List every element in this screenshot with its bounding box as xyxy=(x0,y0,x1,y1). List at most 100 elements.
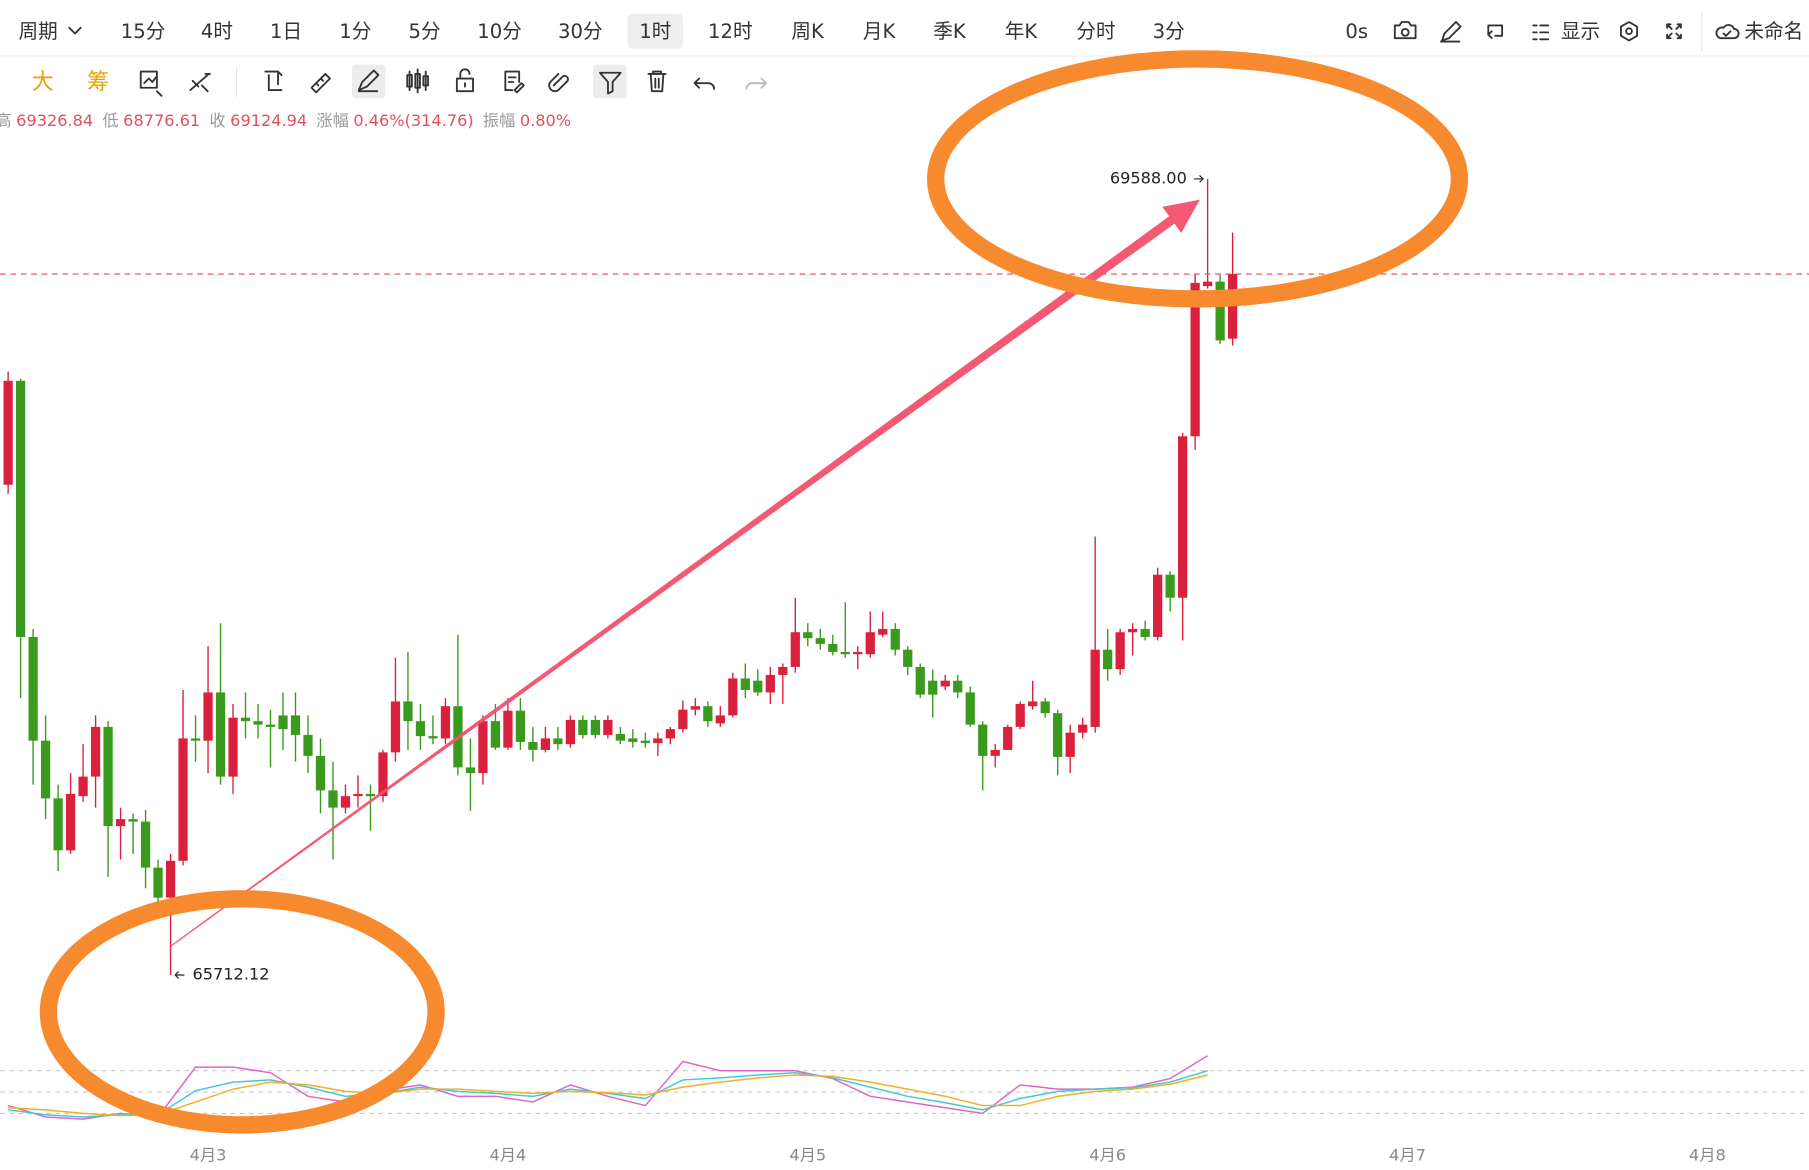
info-value: 69124.94 xyxy=(230,111,307,130)
tool-icon[interactable] xyxy=(504,70,525,94)
period-tab[interactable]: 周K xyxy=(791,20,825,43)
dropdown-chevron[interactable] xyxy=(68,26,82,35)
plot-area: 4月3 4月4 4月5 4月6 4月7 4月8 69588.00 65712.12 xyxy=(0,168,1809,1165)
period-tab[interactable]: 1日 xyxy=(270,20,302,43)
candle-body xyxy=(728,678,738,716)
delete-icon[interactable] xyxy=(647,70,667,93)
drawing-toolbar: 大筹 xyxy=(32,64,767,99)
candle-body xyxy=(315,755,326,791)
candle-body xyxy=(215,692,226,777)
candle-body xyxy=(640,740,650,744)
candle-body xyxy=(1203,281,1213,287)
candle-body xyxy=(478,721,488,774)
candle-body xyxy=(928,680,938,695)
period-tab[interactable]: 12时 xyxy=(708,20,753,43)
tool-toggle[interactable]: 筹 xyxy=(87,70,109,95)
redo-icon[interactable] xyxy=(745,77,767,90)
candle-body xyxy=(1003,726,1013,750)
highlight-circle xyxy=(39,890,445,1134)
label-arrow xyxy=(1193,175,1204,183)
period-tab[interactable]: 4时 xyxy=(201,20,233,43)
candle-body xyxy=(890,628,900,650)
candle-body xyxy=(665,729,675,739)
candle-body xyxy=(128,819,138,822)
candle-body xyxy=(815,638,825,644)
period-tab[interactable]: 1分 xyxy=(339,20,371,43)
info-value: 68776.61 xyxy=(123,111,200,130)
ruler-icon[interactable] xyxy=(310,72,331,94)
toolbar-button[interactable]: 显示 xyxy=(1561,20,1600,43)
period-active-bg xyxy=(627,13,683,49)
candle-body xyxy=(953,680,963,693)
period-tab[interactable]: 10分 xyxy=(477,20,522,43)
candle-body xyxy=(1128,628,1138,633)
candle-body xyxy=(178,738,188,861)
candle-body xyxy=(853,651,863,655)
candle-body xyxy=(415,721,426,737)
filter-icon[interactable] xyxy=(599,71,622,95)
candle-body xyxy=(1015,703,1025,727)
candle-body xyxy=(328,790,338,808)
candle-body xyxy=(15,380,26,637)
candle-body xyxy=(78,776,88,797)
candle-body xyxy=(740,678,750,690)
candle-body xyxy=(940,680,950,687)
period-tab[interactable]: 3分 xyxy=(1153,20,1185,43)
screenshot-icon[interactable] xyxy=(1393,21,1417,40)
tool-icon[interactable] xyxy=(264,70,283,91)
undo-icon[interactable] xyxy=(693,77,716,90)
toolbar-button[interactable]: 0s xyxy=(1345,20,1368,43)
replay-icon[interactable] xyxy=(1487,24,1504,40)
period-tab[interactable]: 1时 xyxy=(639,20,671,43)
candle-body xyxy=(153,867,163,898)
tool-icon[interactable] xyxy=(139,70,163,97)
candle-body xyxy=(190,738,201,741)
pen-icon[interactable] xyxy=(357,69,380,93)
tool-toggle[interactable]: 大 xyxy=(32,70,54,95)
display-icon[interactable] xyxy=(1532,24,1550,41)
candle-body xyxy=(578,719,588,735)
settings-icon[interactable] xyxy=(1620,21,1639,42)
period-tab[interactable]: 15分 xyxy=(121,20,166,43)
candle-body xyxy=(1065,732,1075,757)
candle-body xyxy=(278,715,288,730)
candle-body xyxy=(1103,649,1113,670)
trend-arrow xyxy=(170,199,1200,947)
candle-body xyxy=(378,752,388,797)
cloud-icon[interactable] xyxy=(1715,24,1740,40)
candle-body xyxy=(528,741,538,750)
period-tab[interactable]: 月K xyxy=(863,20,897,43)
period-tab[interactable]: 5分 xyxy=(409,20,441,43)
candle-body xyxy=(265,724,276,727)
period-tab[interactable]: 分时 xyxy=(1076,20,1115,43)
period-tab[interactable]: 30分 xyxy=(558,20,603,43)
candle-body xyxy=(1215,281,1225,341)
candle-body xyxy=(603,719,613,735)
candle-body xyxy=(53,798,63,851)
candle-body xyxy=(103,726,113,827)
toolbar-button[interactable]: 未命名 xyxy=(1744,20,1803,43)
candle-body xyxy=(465,767,476,774)
info-label: 低 xyxy=(102,111,118,130)
period-tab[interactable]: 季K xyxy=(933,20,967,43)
magnet-icon[interactable] xyxy=(548,72,569,93)
candle-body xyxy=(1178,436,1188,598)
candle-body xyxy=(165,860,176,898)
candle-body xyxy=(303,734,313,756)
info-value: 0.46%(314.76) xyxy=(353,111,473,130)
period-tab[interactable]: 年K xyxy=(1005,20,1039,43)
tool-icon[interactable] xyxy=(189,72,211,93)
candle-body xyxy=(915,666,925,695)
lock-icon[interactable] xyxy=(455,68,474,93)
x-tick-label: 4月8 xyxy=(1689,1146,1726,1165)
candle-body xyxy=(565,719,576,745)
candle-body xyxy=(778,666,788,675)
candle-body xyxy=(515,710,526,742)
candle-body xyxy=(590,719,601,735)
period-tab[interactable]: 周期 xyxy=(18,20,57,43)
fullscreen-icon[interactable] xyxy=(1666,23,1682,40)
draw-icon[interactable] xyxy=(1440,21,1462,43)
candle-body xyxy=(28,636,38,741)
candles-icon[interactable] xyxy=(406,68,429,94)
tool-active-bg xyxy=(351,64,386,99)
